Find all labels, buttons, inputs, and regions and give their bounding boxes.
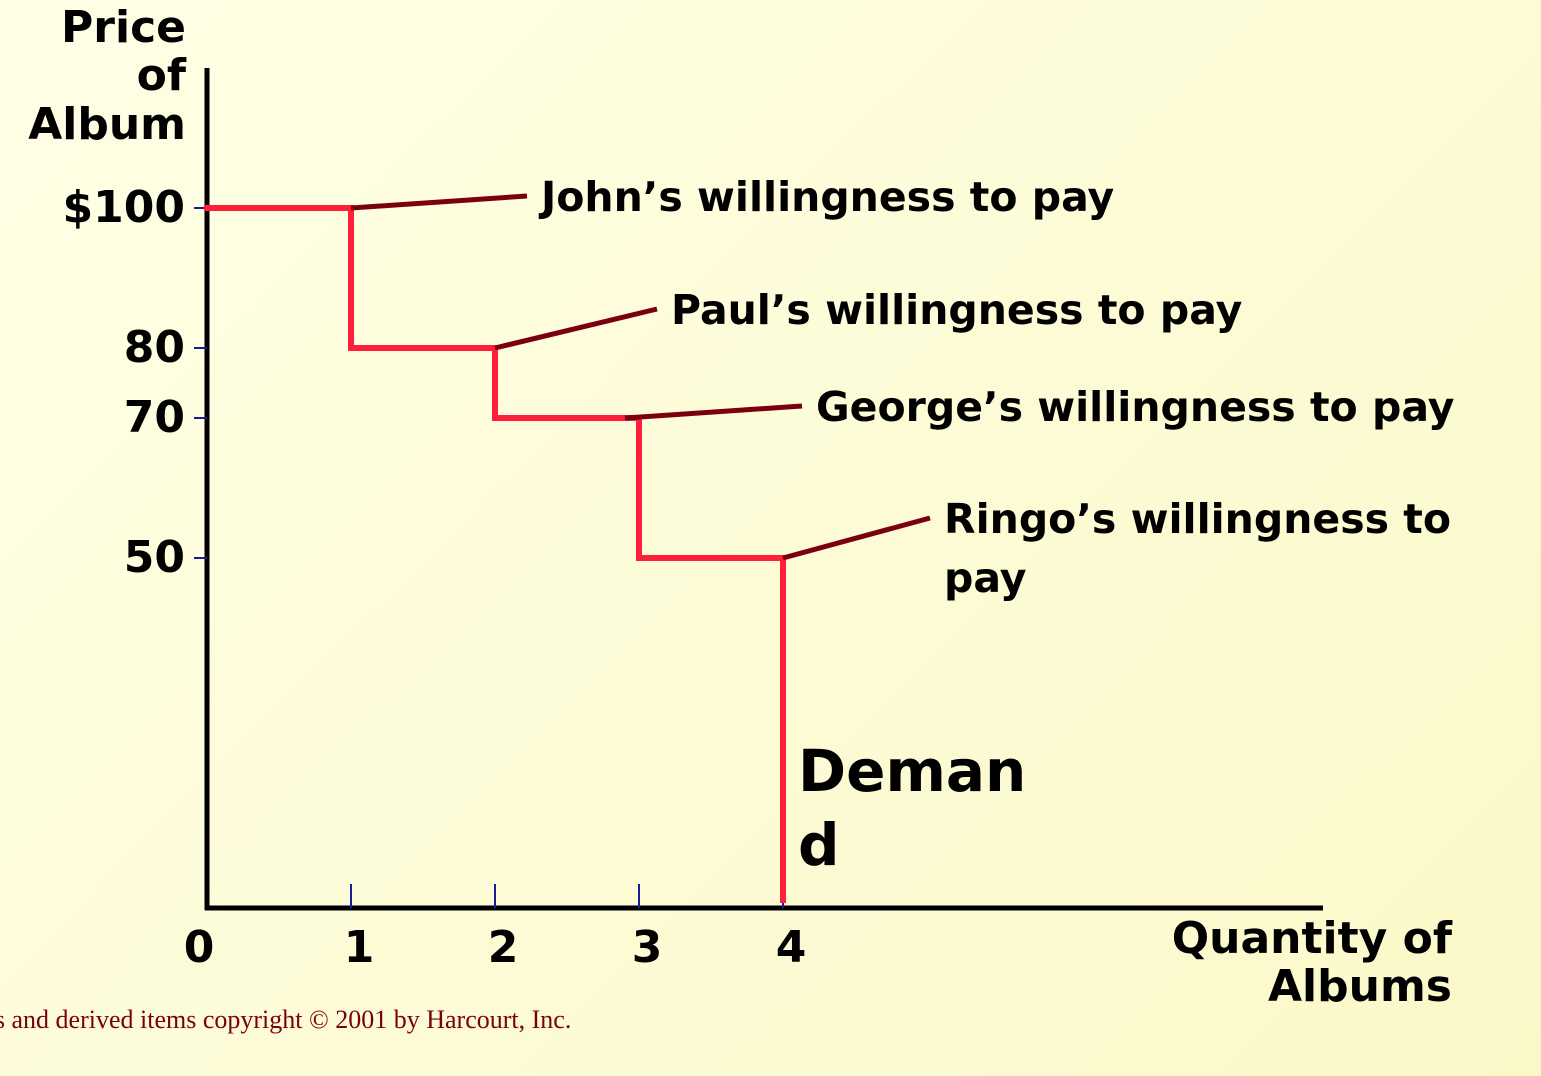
x-axis-label: Quantity of Albums bbox=[1171, 913, 1452, 1013]
footer: items and derived items copyright © 2001… bbox=[0, 1005, 572, 1034]
x-tick-label: 1 bbox=[344, 922, 375, 973]
y-tick-label: 80 bbox=[124, 322, 185, 373]
y-tick-label: 70 bbox=[124, 392, 185, 443]
y-tick-label: 50 bbox=[124, 532, 185, 583]
y-tick-label: $100 bbox=[63, 182, 185, 233]
x-tick-label: 2 bbox=[488, 922, 519, 973]
annotation: John’s willingness to pay bbox=[541, 173, 1115, 221]
x-tick-label: 4 bbox=[776, 922, 807, 973]
pointer bbox=[624, 403, 803, 421]
pointer bbox=[782, 515, 931, 561]
x-tick-label: 3 bbox=[632, 922, 663, 973]
curve-label: Demand bbox=[798, 737, 1027, 879]
pointer bbox=[494, 306, 658, 351]
annotation: Ringo’s willingness to pay bbox=[944, 495, 1452, 603]
annotation: George’s willingness to pay bbox=[816, 383, 1455, 431]
pointer bbox=[350, 193, 528, 211]
x-tick-label: 0 bbox=[184, 922, 215, 973]
annotation: Paul’s willingness to pay bbox=[671, 286, 1243, 334]
y-axis-label: Price of Album bbox=[28, 2, 186, 150]
